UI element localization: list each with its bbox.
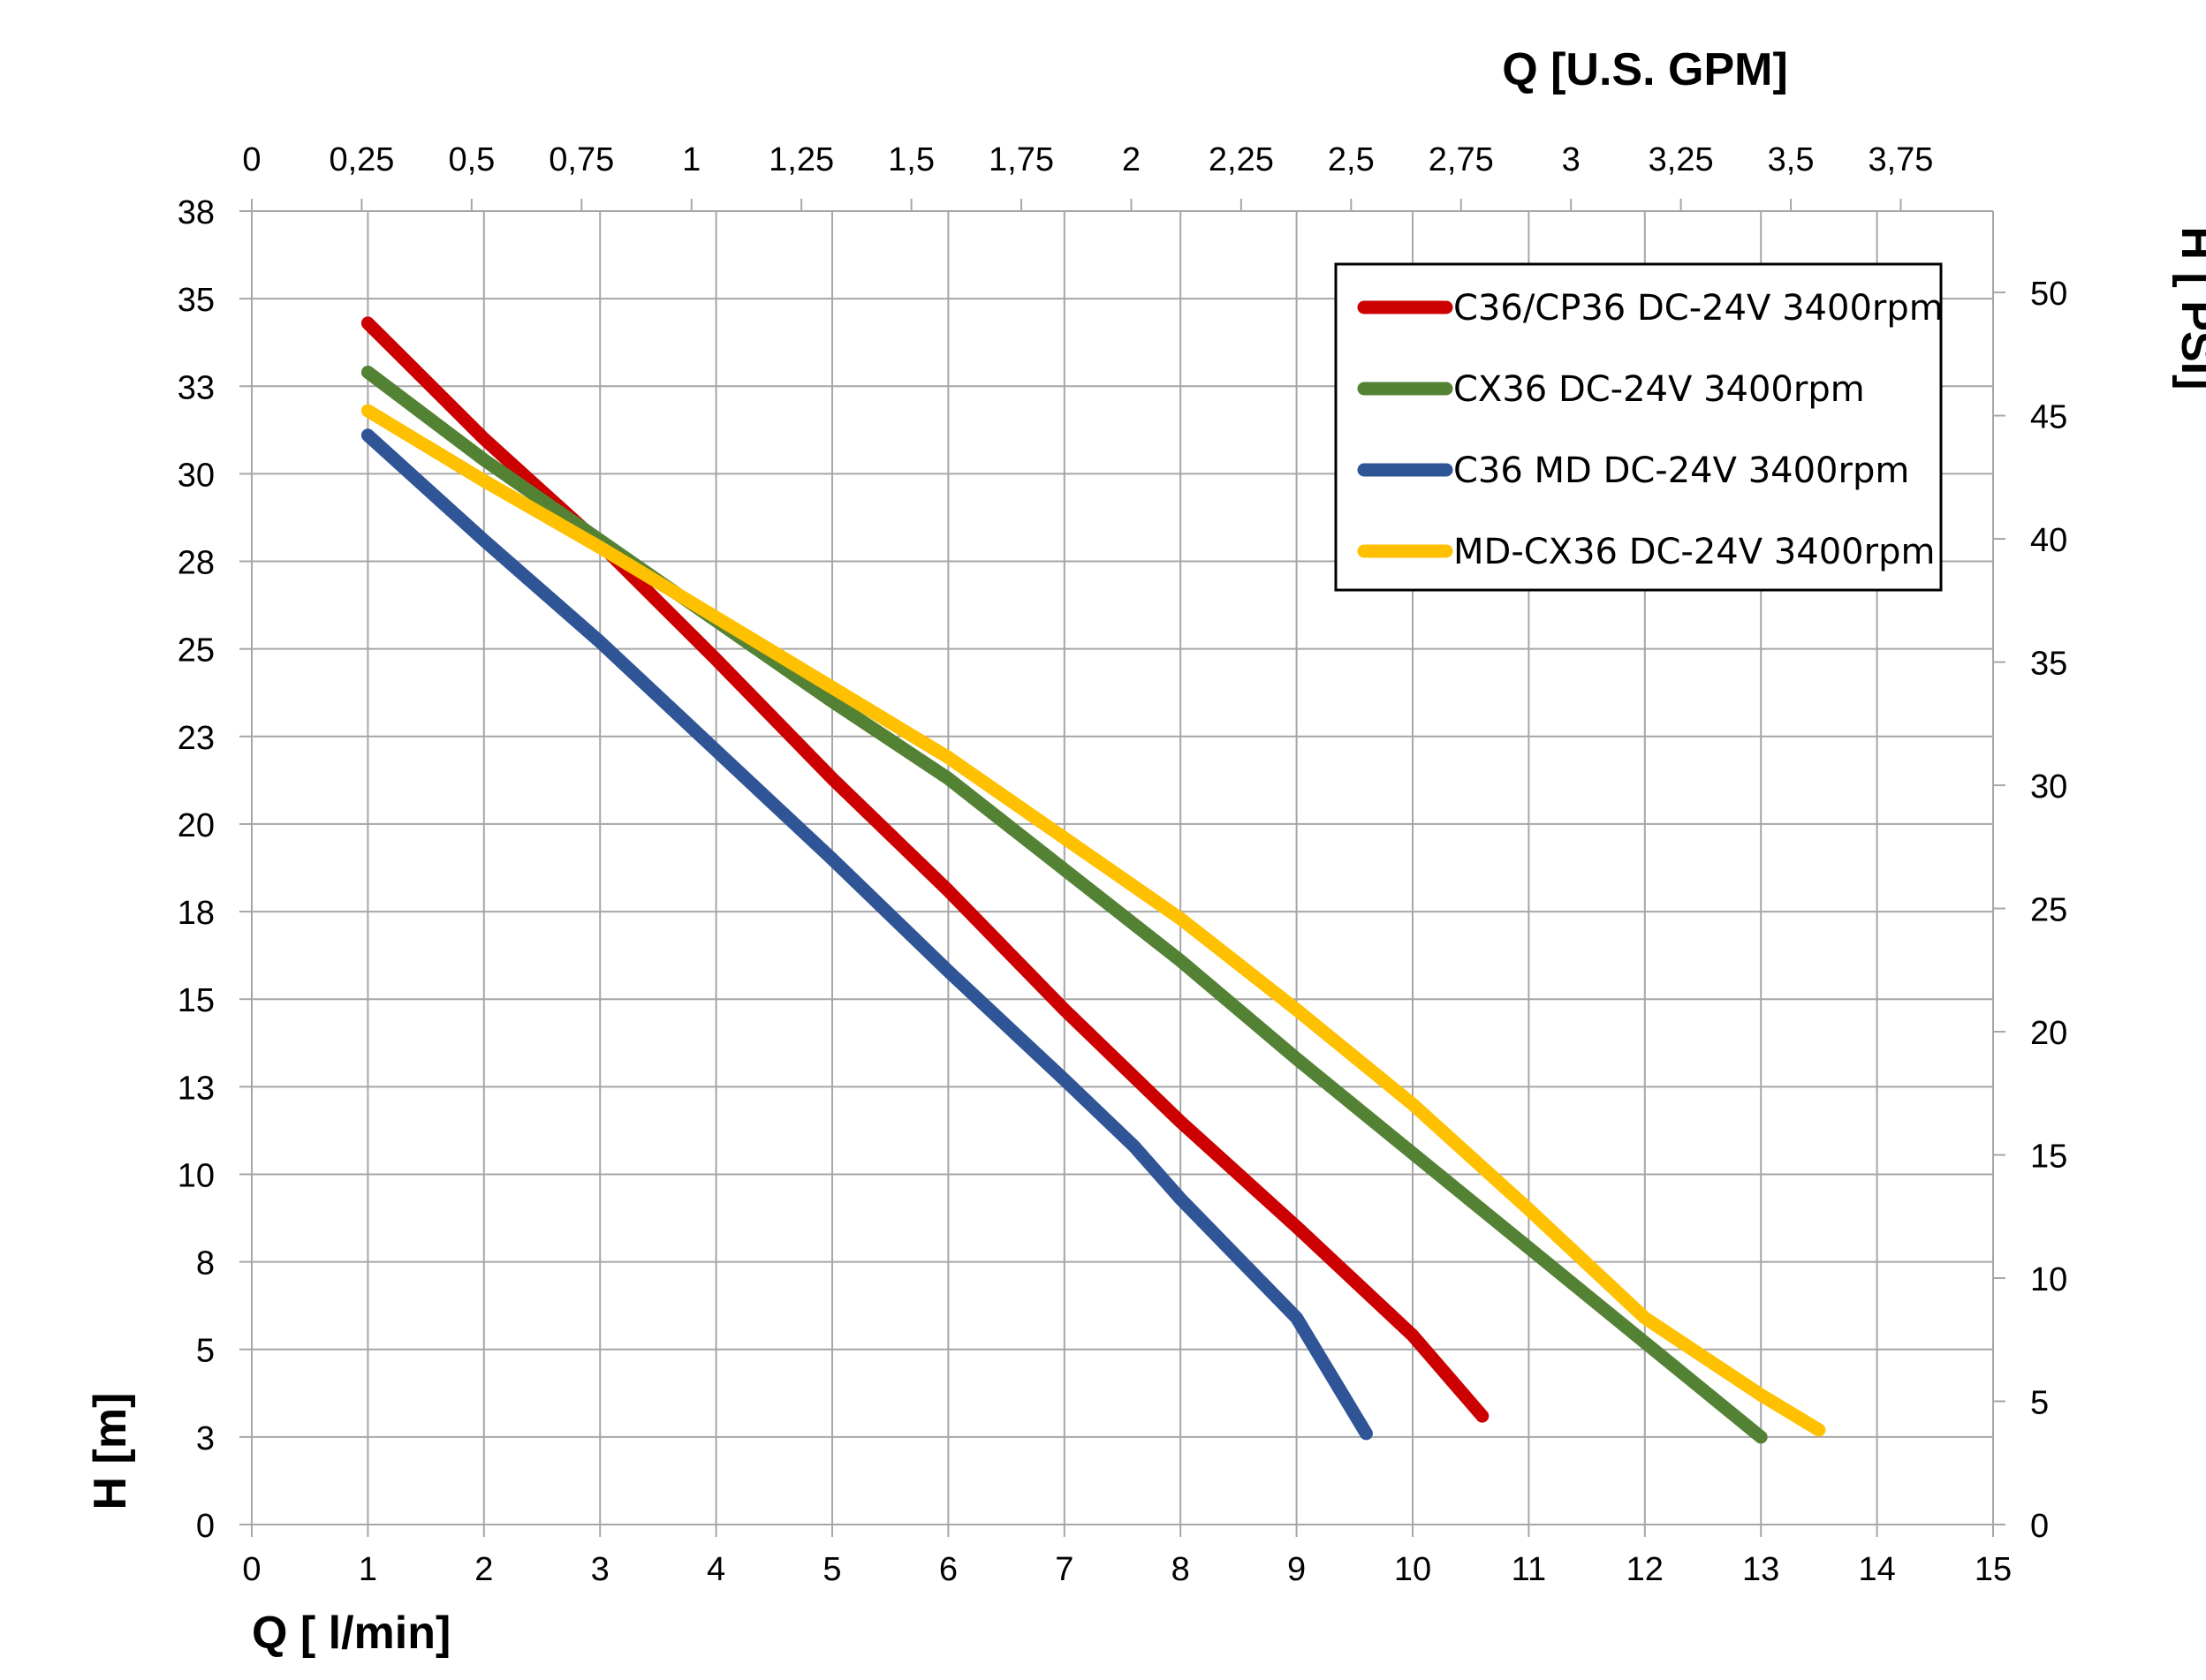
y-tick-label: 23 [178, 720, 215, 757]
x2-tick-label: 3 [1562, 141, 1581, 178]
x-tick-label: 1 [359, 1551, 377, 1588]
x-axis-title: Q [ l/min] [252, 1608, 451, 1659]
series-line [360, 428, 1373, 1441]
x2-tick-label: 3,75 [1868, 141, 1933, 178]
legend: C36/CP36 DC-24V 3400rpm CX36 DC-24V 3400r… [1334, 262, 1944, 592]
y2-tick-label: 35 [2030, 646, 2067, 683]
x2-tick-label: 1,25 [769, 141, 834, 178]
series-line [360, 404, 1826, 1437]
x2-tick-label: 0 [242, 141, 261, 178]
x2-tick-label: 2,75 [1429, 141, 1494, 178]
y-tick-label: 25 [178, 632, 215, 670]
y-tick-label: 15 [178, 982, 215, 1019]
x-tick-label: 9 [1287, 1551, 1306, 1588]
y2-axis-title: H [ PSI] [2172, 227, 2206, 390]
y2-tick-label: 45 [2030, 399, 2067, 436]
axes: 0 1 2 3 4 5 6 7 8 9 10 11 12 13 14 15035810131518202325… [178, 141, 2068, 1588]
y2-tick-label: 50 [2030, 276, 2067, 313]
y-tick-label: 33 [178, 369, 215, 406]
x-tick-label: 6 [939, 1551, 958, 1588]
x-tick-label: 2 [474, 1551, 493, 1588]
y2-tick-label: 30 [2030, 768, 2067, 806]
y2-tick-label: 15 [2030, 1139, 2067, 1176]
series-lines [360, 316, 1826, 1444]
y-tick-label: 5 [196, 1333, 215, 1370]
x-tick-label: 5 [823, 1551, 841, 1588]
x-tick-label: 7 [1055, 1551, 1073, 1588]
x2-tick-label: 3,25 [1649, 141, 1714, 178]
y-tick-label: 3 [196, 1420, 215, 1457]
y2-tick-label: 10 [2030, 1261, 2067, 1298]
legend-label: C36 MD DC-24V 3400rpm [1453, 450, 1909, 491]
x2-tick-label: 1 [682, 141, 701, 178]
y-tick-label: 13 [178, 1070, 215, 1107]
y2-tick-label: 40 [2030, 522, 2067, 559]
x2-tick-label: 2,25 [1209, 141, 1274, 178]
x-tick-label: 11 [1512, 1551, 1546, 1588]
y-tick-label: 20 [178, 807, 215, 844]
x2-tick-label: 1,75 [989, 141, 1054, 178]
x-tick-label: 15 [1975, 1551, 2012, 1588]
y-tick-label: 28 [178, 545, 215, 582]
x-tick-label: 8 [1171, 1551, 1190, 1588]
x-tick-label: 10 [1394, 1551, 1431, 1588]
x2-tick-label: 2,5 [1328, 141, 1375, 178]
legend-label: C36/CP36 DC-24V 3400rpm [1453, 288, 1944, 329]
x2-tick-label: 2 [1122, 141, 1141, 178]
y-tick-label: 10 [178, 1157, 215, 1194]
x2-tick-label: 0,5 [448, 141, 495, 178]
x-tick-label: 4 [707, 1551, 725, 1588]
y-axis-title: H [m] [85, 1393, 136, 1510]
y-tick-label: 38 [178, 194, 215, 231]
legend-label: CX36 DC-24V 3400rpm [1453, 369, 1865, 410]
x2-tick-label: 0,75 [549, 141, 614, 178]
x2-axis-title: Q [U.S. GPM] [1502, 44, 1788, 95]
x2-tick-label: 1,5 [888, 141, 935, 178]
y2-tick-label: 20 [2030, 1015, 2067, 1052]
y-tick-label: 18 [178, 895, 215, 932]
y-tick-label: 30 [178, 457, 215, 494]
y2-tick-label: 5 [2030, 1385, 2049, 1422]
y-tick-label: 35 [178, 282, 215, 319]
x-tick-label: 12 [1626, 1551, 1664, 1588]
y-tick-label: 8 [196, 1245, 215, 1283]
x2-tick-label: 0,25 [329, 141, 394, 178]
x-tick-label: 14 [1858, 1551, 1895, 1588]
y2-tick-label: 25 [2030, 892, 2067, 929]
y-tick-label: 0 [196, 1508, 215, 1545]
x-tick-label: 3 [591, 1551, 610, 1588]
x2-tick-label: 3,5 [1768, 141, 1815, 178]
y2-tick-label: 0 [2030, 1508, 2049, 1545]
x-tick-label: 0 [242, 1551, 261, 1588]
x-tick-label: 13 [1742, 1551, 1779, 1588]
legend-box [1334, 262, 1943, 592]
legend-label: MD-CX36 DC-24V 3400rpm [1453, 532, 1935, 572]
